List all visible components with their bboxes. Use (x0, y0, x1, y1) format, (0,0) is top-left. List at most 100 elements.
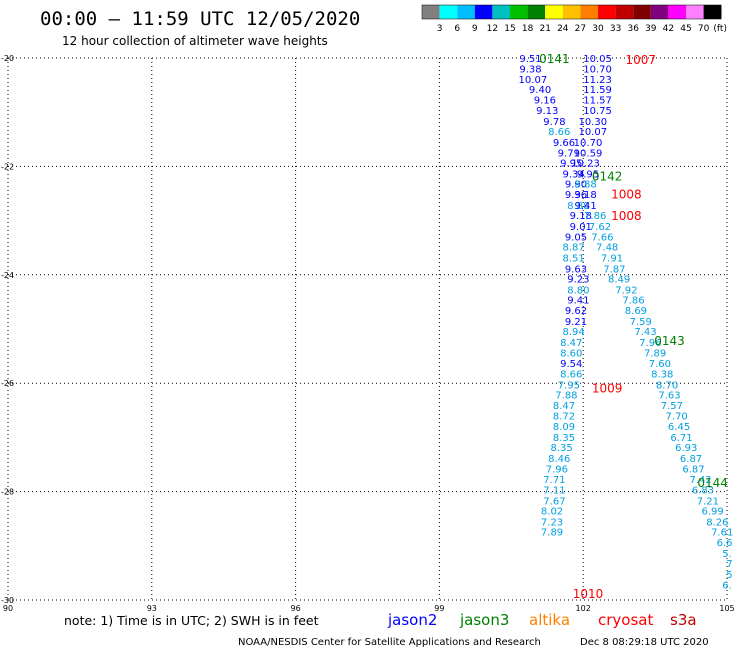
grid-lines (8, 58, 727, 600)
satellite-label: jason2 (387, 611, 437, 629)
swh-value-label: 8.51 (562, 253, 584, 264)
pass-time-label: 0142 (592, 170, 623, 184)
swh-value-label: 7.96 (546, 464, 568, 475)
swh-value-label: 7.91 (601, 253, 623, 264)
swh-value-label: 6.93 (675, 443, 697, 454)
pass-time-label: 1008 (611, 209, 642, 223)
satellite-label: altika (529, 611, 570, 629)
legend-tick-label: 15 (504, 24, 515, 34)
y-tick-label: -26 (1, 379, 14, 388)
x-tick-label: 90 (3, 604, 13, 613)
swh-value-label: 8.02 (541, 507, 563, 518)
swh-value-label: 8.47 (553, 401, 575, 412)
swh-value-label: 6.99 (701, 507, 723, 518)
swh-value-label: 9.62 (565, 306, 587, 317)
legend-swatch (668, 5, 686, 19)
altimeter-chart: 00:00 – 11:59 UTC 12/05/2020 12 hour col… (0, 0, 740, 650)
legend-swatch (475, 5, 493, 19)
footer-note: note: 1) Time is in UTC; 2) SWH is in fe… (64, 613, 319, 628)
legend-swatch (492, 5, 510, 19)
swh-value-label: 8.66 (560, 369, 582, 380)
swh-value-label: 9.18 (574, 190, 596, 201)
y-tick-label: -28 (1, 488, 14, 497)
legend-tick-label: 24 (557, 24, 569, 34)
swh-value-label: 10.75 (583, 106, 612, 117)
legend-swatch (545, 5, 563, 19)
pass-time-label: 1008 (611, 188, 642, 202)
legend-swatch (563, 5, 581, 19)
swh-value-label: 9.40 (529, 85, 551, 96)
legend-tick-label: 6 (454, 24, 460, 34)
swh-value-label: 6.87 (682, 464, 704, 475)
swh-value-label: 10.70 (583, 64, 612, 75)
footer-timestamp: Dec 8 08:29:18 UTC 2020 (580, 637, 709, 648)
x-tick-label: 105 (719, 604, 734, 613)
legend-tick-label: 9 (472, 24, 478, 34)
swh-value-label: 8.38 (651, 369, 673, 380)
swh-value-label: 8.94 (562, 327, 584, 338)
legend-swatch (651, 5, 669, 19)
legend-swatch (704, 5, 722, 19)
swh-value-label: 7.11 (543, 485, 565, 496)
legend-swatch (686, 5, 704, 19)
footer-credit: NOAA/NESDIS Center for Satellite Applica… (238, 637, 541, 648)
legend-swatch (580, 5, 598, 19)
pass-time-label: 0143 (654, 334, 685, 348)
y-tick-label: -22 (1, 162, 14, 171)
legend-tick-label: 33 (610, 24, 621, 34)
legend-swatch (633, 5, 651, 19)
satellite-label: jason3 (459, 611, 509, 629)
pass-time-label: 0144 (697, 476, 728, 490)
swh-value-label: 10.23 (571, 159, 600, 170)
legend-swatch (510, 5, 528, 19)
legend-swatch (598, 5, 616, 19)
pass-time-label: 1010 (573, 587, 604, 601)
legend-unit: (ft) (713, 24, 727, 34)
chart-title: 00:00 – 11:59 UTC 12/05/2020 (40, 8, 360, 30)
swh-value-label: 8.69 (625, 306, 647, 317)
swh-value-label: 7.89 (541, 528, 563, 539)
x-tick-label: 96 (291, 604, 301, 613)
satellite-label: s3a (670, 611, 697, 629)
swh-value-label: 8.35 (550, 443, 572, 454)
legend-tick-label: 30 (592, 24, 604, 34)
swh-value-label: 8.09 (553, 422, 575, 433)
swh-value-label: 6.45 (668, 422, 690, 433)
legend-tick-label: 39 (645, 24, 657, 34)
legend-tick-label: 36 (627, 24, 639, 34)
swh-value-label: 8.49 (608, 275, 630, 286)
swh-value-label: 9.23 (567, 275, 589, 286)
y-tick-label: -20 (1, 54, 14, 63)
y-tick-label: -30 (1, 596, 14, 605)
swh-value-label: 7 (726, 559, 732, 570)
x-tick-label: 102 (576, 604, 591, 613)
swh-value-label: 8.60 (560, 348, 582, 359)
pass-time-label: 0141 (539, 52, 570, 66)
pass-time-label: 1009 (592, 382, 623, 396)
legend-tick-label: 3 (437, 24, 443, 34)
axes: 90 93 96 99 102 105-20-22-24-26-28-30 (1, 54, 735, 613)
satellite-legend: jason2 jason3 altika cryosat s3a (387, 611, 697, 629)
legend-tick-label: 42 (663, 24, 674, 34)
swh-value-label: 8.87 (562, 243, 584, 254)
pass-time-label: 1007 (625, 53, 656, 67)
swh-value-label: 9.13 (536, 106, 558, 117)
swh-value-label: 6. (722, 580, 732, 591)
swh-value-label: 11.59 (583, 85, 612, 96)
legend-swatch (422, 5, 440, 19)
legend-tick-label: 18 (522, 24, 534, 34)
swh-value-label: 6.6 (717, 538, 733, 549)
swh-value-label: 7.48 (596, 243, 618, 254)
legend-swatch (440, 5, 458, 19)
color-scale-legend: 3 6 9 12 15 18 21 24 27 30 33 36 39 42 45 70 (ft) (422, 5, 727, 34)
data-points: 9.519.3810.079.409.169.139.788.669.669.7… (519, 54, 734, 591)
swh-value-label: 8.66 (548, 127, 570, 138)
legend-tick-label: 21 (539, 24, 550, 34)
swh-value-label: 10.07 (578, 127, 607, 138)
legend-swatch (528, 5, 546, 19)
satellite-label: cryosat (598, 611, 653, 629)
x-tick-label: 93 (147, 604, 157, 613)
legend-swatch (457, 5, 475, 19)
legend-swatch (616, 5, 634, 19)
legend-tick-label: 27 (575, 24, 586, 34)
